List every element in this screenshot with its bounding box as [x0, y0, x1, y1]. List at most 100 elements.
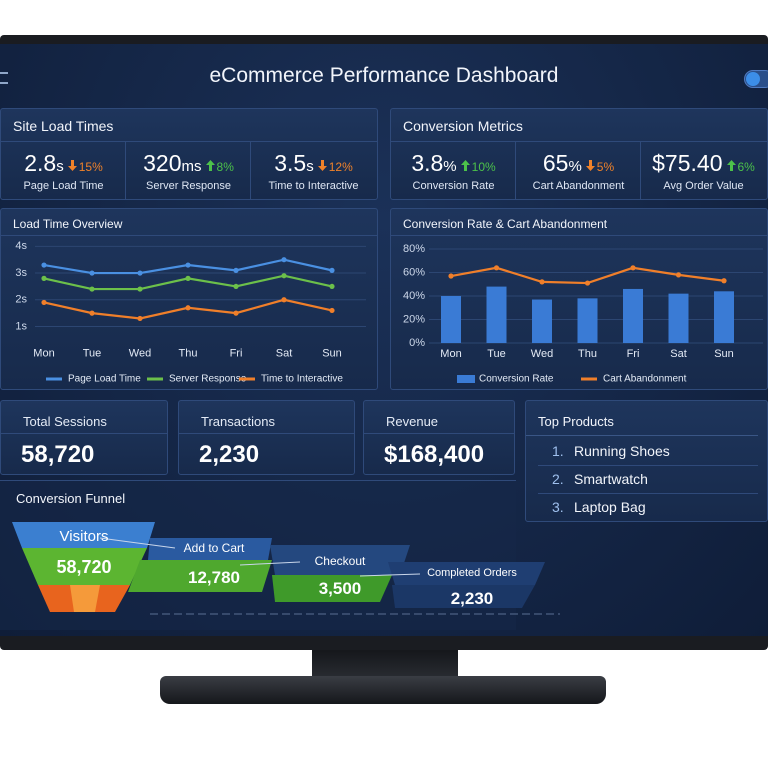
x-tick-label: Sat [276, 347, 293, 359]
bar [714, 291, 734, 343]
kpi-divider [364, 433, 514, 434]
y-tick-label: 80% [403, 243, 425, 255]
trend-arrow [726, 160, 736, 171]
trend-arrow [460, 160, 470, 171]
metric-panel: Conversion Metrics 3.8% 10% Conversion Rate… [390, 108, 768, 200]
trend-arrow-shape [726, 160, 736, 171]
legend-label: Cart Abandonment [603, 374, 687, 385]
data-point [233, 310, 239, 316]
funnel-connector [359, 573, 421, 577]
metric-value-row: 2.8s 15% [1, 150, 126, 177]
funnel-shape [22, 548, 147, 585]
data-point [448, 273, 454, 279]
y-tick-label: 3s [15, 267, 27, 279]
bar [486, 286, 507, 343]
metric-value: 3.8 [411, 150, 444, 176]
x-tick-label: Sat [670, 348, 687, 360]
row-divider [538, 465, 758, 466]
metric-value-row: 3.8% 10% [391, 150, 516, 177]
funnel-stage-value: 3,500 [318, 578, 362, 598]
x-tick-label: Tue [487, 348, 506, 360]
metric-unit: s [56, 158, 64, 175]
data-point [137, 286, 143, 292]
data-point [89, 310, 95, 316]
x-tick-label: Thu [578, 348, 597, 360]
kpi-label: Transactions [201, 414, 275, 429]
kpi-value: $168,400 [384, 441, 485, 468]
kpi-value: 58,720 [21, 441, 95, 468]
funnel-title: Conversion Funnel [16, 491, 126, 506]
product-name: Laptop Bag [574, 499, 646, 515]
data-point [89, 286, 95, 292]
menu-icon[interactable] [0, 72, 8, 84]
metric-unit: ms [181, 158, 202, 175]
metric-unit: s [306, 158, 314, 175]
panel-divider [391, 141, 767, 142]
legend-label: Time to Interactive [261, 374, 343, 385]
funnel-connector [239, 561, 301, 566]
metric-value-row: $75.40 6% [641, 150, 766, 177]
toggle-knob [746, 72, 760, 86]
metric-value: $75.40 [652, 150, 723, 176]
chart-title: Load Time Overview [13, 217, 123, 231]
kpi-tile: Total Sessions 58,720 [0, 400, 168, 475]
metric-label: Server Response [146, 180, 231, 192]
panel-title: Site Load Times [13, 118, 114, 134]
metric-value-row: 3.5s 12% [251, 150, 376, 177]
metric-unit: % [443, 158, 457, 175]
product-rank: 1. [552, 443, 564, 459]
metric-cell: 65% 5% Cart Abandonment [516, 142, 641, 199]
bar [532, 299, 552, 343]
row-divider [538, 493, 758, 494]
chart-panel: Conversion Rate & Cart Abandonment 0% 20% 4… [390, 208, 768, 390]
metric-cell: 3.8% 10% Conversion Rate [391, 142, 516, 199]
metric-value-row: 65% 5% [516, 150, 641, 177]
data-point [329, 307, 335, 314]
trend-arrow [317, 160, 327, 171]
y-tick-label: 0% [409, 337, 425, 349]
metric-cell: 2.8s 15% Page Load Time [1, 142, 126, 199]
trend-arrow-shape [317, 160, 327, 171]
data-point [137, 315, 143, 322]
metric-label: Time to Interactive [268, 180, 359, 192]
x-tick-label: Fri [627, 348, 640, 360]
data-point [185, 262, 191, 268]
funnel-stage-label: Completed Orders [427, 566, 517, 579]
metric-value: 320 [143, 150, 182, 176]
x-tick-label: Thu [179, 347, 198, 359]
funnel-shape [270, 545, 410, 575]
metric-cell: $75.40 6% Avg Order Value [641, 142, 766, 199]
trend-arrow [67, 160, 77, 171]
funnel-stage-value: 2,230 [450, 588, 494, 608]
data-point [281, 257, 287, 263]
trend-arrow [205, 160, 215, 171]
monitor-neck [312, 650, 458, 680]
chart-panel: Load Time Overview 1s 2s 3s 4s Mon Tue Wed Thu Fr… [0, 208, 378, 390]
trend-arrow-shape [67, 160, 77, 171]
monitor-base [160, 676, 606, 704]
product-name: Running Shoes [574, 443, 670, 459]
panel-divider [1, 235, 377, 236]
y-tick-label: 60% [403, 266, 425, 278]
funnel-connector [99, 537, 176, 549]
x-tick-label: Sun [714, 348, 734, 360]
funnel-shape [388, 562, 545, 585]
metric-change: 6% [737, 160, 755, 174]
metric-change: 8% [216, 160, 234, 174]
x-tick-label: Sun [322, 347, 342, 359]
panel-divider [526, 435, 758, 436]
trend-arrow-shape [585, 160, 595, 171]
trend-arrow-shape [205, 160, 215, 171]
data-point [281, 273, 287, 279]
x-tick-label: Wed [531, 348, 553, 360]
metric-value: 65 [542, 150, 569, 176]
x-tick-label: Tue [83, 347, 102, 359]
data-point [233, 283, 239, 290]
y-tick-label: 1s [15, 320, 27, 332]
bar [577, 298, 598, 343]
metric-label: Conversion Rate [412, 180, 495, 192]
y-tick-label: 20% [403, 313, 425, 325]
kpi-label: Total Sessions [23, 414, 107, 429]
metric-value: 3.5 [274, 150, 307, 176]
